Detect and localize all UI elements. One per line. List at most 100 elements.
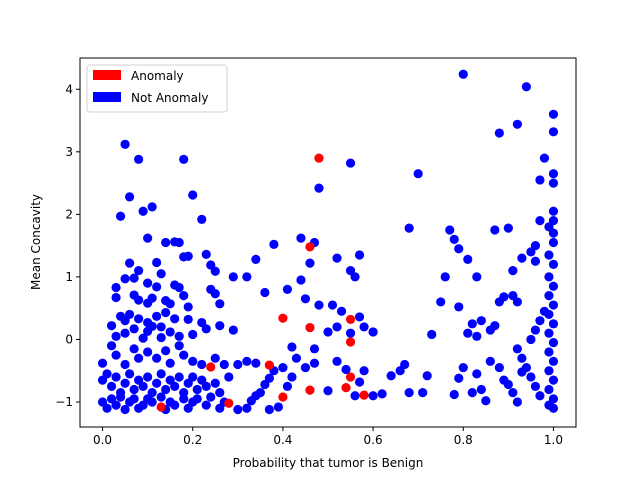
- point-not-anomaly: [134, 314, 144, 324]
- point-not-anomaly: [161, 237, 171, 248]
- point-not-anomaly: [106, 381, 117, 391]
- point-not-anomaly: [188, 356, 198, 366]
- point-not-anomaly: [296, 233, 306, 243]
- point-not-anomaly: [125, 369, 135, 379]
- point-not-anomaly: [174, 331, 184, 341]
- point-not-anomaly: [129, 344, 139, 354]
- point-not-anomaly: [201, 249, 211, 259]
- point-anomaly: [341, 383, 351, 393]
- point-not-anomaly: [174, 282, 184, 293]
- point-not-anomaly: [345, 328, 356, 338]
- point-not-anomaly: [156, 322, 166, 332]
- point-not-anomaly: [134, 154, 144, 164]
- point-not-anomaly: [539, 306, 550, 316]
- point-not-anomaly: [359, 322, 369, 332]
- point-not-anomaly: [129, 394, 139, 404]
- point-not-anomaly: [535, 216, 545, 226]
- point-not-anomaly: [143, 233, 153, 243]
- point-not-anomaly: [548, 178, 559, 188]
- point-not-anomaly: [499, 375, 509, 385]
- point-not-anomaly: [233, 404, 243, 415]
- point-not-anomaly: [332, 322, 342, 332]
- point-not-anomaly: [215, 388, 225, 398]
- point-not-anomaly: [210, 353, 220, 363]
- point-not-anomaly: [490, 321, 500, 331]
- point-not-anomaly: [138, 333, 148, 343]
- point-not-anomaly: [174, 341, 184, 351]
- point-not-anomaly: [354, 312, 365, 322]
- point-not-anomaly: [544, 384, 554, 395]
- point-not-anomaly: [120, 328, 130, 338]
- x-tick-label: 0.8: [454, 433, 473, 447]
- point-not-anomaly: [197, 359, 207, 370]
- point-not-anomaly: [305, 258, 315, 268]
- point-not-anomaly: [359, 366, 369, 376]
- point-anomaly: [345, 314, 356, 325]
- x-tick-label: 0.0: [93, 433, 112, 447]
- point-not-anomaly: [183, 314, 193, 325]
- point-not-anomaly: [548, 356, 559, 366]
- point-not-anomaly: [535, 175, 545, 185]
- point-not-anomaly: [125, 192, 135, 202]
- point-not-anomaly: [192, 384, 202, 395]
- y-tick-label: 4: [65, 82, 73, 96]
- point-not-anomaly: [544, 291, 554, 301]
- point-not-anomaly: [548, 337, 559, 348]
- point-not-anomaly: [445, 225, 455, 235]
- point-not-anomaly: [544, 328, 554, 338]
- point-not-anomaly: [296, 275, 306, 285]
- point-not-anomaly: [152, 282, 162, 292]
- point-not-anomaly: [327, 300, 338, 310]
- point-not-anomaly: [210, 289, 220, 299]
- point-not-anomaly: [165, 327, 175, 337]
- point-not-anomaly: [404, 388, 414, 398]
- point-not-anomaly: [125, 258, 135, 268]
- point-not-anomaly: [138, 206, 148, 216]
- point-not-anomaly: [472, 369, 482, 379]
- point-not-anomaly: [548, 216, 559, 226]
- point-anomaly: [359, 390, 369, 400]
- point-not-anomaly: [115, 211, 126, 221]
- point-not-anomaly: [530, 256, 541, 266]
- point-not-anomaly: [548, 403, 559, 413]
- plot-frame: [79, 57, 577, 428]
- point-not-anomaly: [472, 331, 482, 341]
- point-not-anomaly: [449, 234, 459, 244]
- point-not-anomaly: [368, 327, 378, 337]
- point-not-anomaly: [152, 257, 162, 268]
- point-not-anomaly: [508, 388, 518, 398]
- point-not-anomaly: [548, 319, 559, 329]
- point-not-anomaly: [517, 367, 527, 377]
- point-not-anomaly: [427, 329, 437, 340]
- point-not-anomaly: [323, 327, 333, 337]
- point-not-anomaly: [111, 372, 121, 382]
- point-not-anomaly: [291, 353, 302, 363]
- point-not-anomaly: [143, 347, 153, 357]
- point-not-anomaly: [548, 259, 559, 269]
- point-not-anomaly: [463, 328, 473, 338]
- point-not-anomaly: [548, 169, 559, 179]
- point-not-anomaly: [188, 372, 198, 382]
- legend-box: [86, 64, 228, 113]
- point-not-anomaly: [161, 346, 171, 356]
- points-layer: [97, 69, 559, 415]
- x-axis-ticks: 0.0 0.2 0.4 0.6 0.8 1.0: [93, 427, 563, 447]
- point-not-anomaly: [544, 250, 554, 260]
- point-not-anomaly: [143, 278, 153, 288]
- point-not-anomaly: [350, 391, 360, 401]
- point-anomaly: [264, 360, 274, 370]
- point-not-anomaly: [192, 394, 202, 404]
- point-not-anomaly: [179, 291, 189, 301]
- point-not-anomaly: [512, 119, 522, 129]
- point-not-anomaly: [242, 403, 252, 413]
- point-not-anomaly: [530, 381, 541, 391]
- point-not-anomaly: [255, 388, 265, 398]
- point-not-anomaly: [97, 358, 108, 368]
- point-not-anomaly: [134, 295, 144, 305]
- point-not-anomaly: [449, 389, 459, 400]
- y-tick-label: 3: [65, 145, 73, 159]
- y-tick-label: 2: [65, 207, 73, 221]
- point-not-anomaly: [300, 362, 311, 373]
- x-tick-label: 0.2: [183, 433, 202, 447]
